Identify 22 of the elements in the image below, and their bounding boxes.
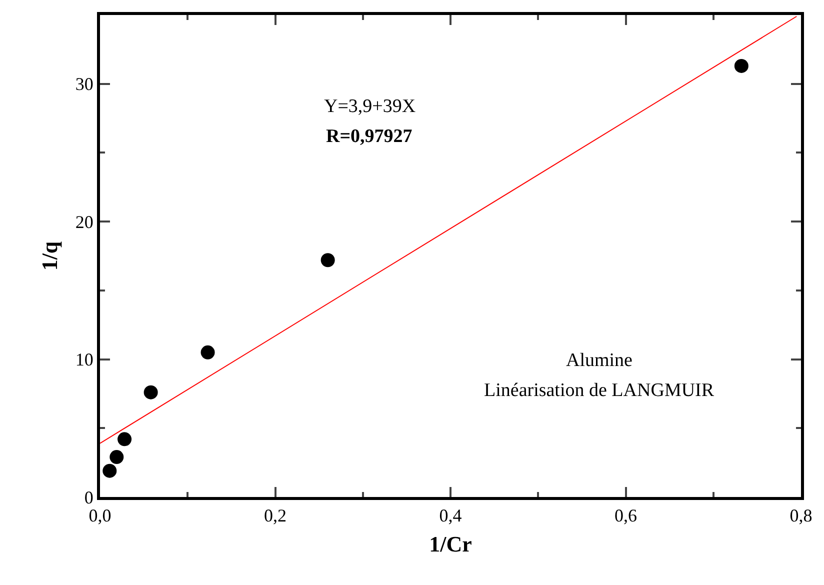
x-tick-label: 0,4 bbox=[439, 506, 462, 526]
x-tick-label: 0,6 bbox=[614, 506, 637, 526]
x-tick-label: 0,8 bbox=[790, 506, 812, 526]
x-tick-label: 0,2 bbox=[264, 506, 286, 526]
annotation: Alumine bbox=[566, 350, 632, 371]
point bbox=[734, 58, 748, 73]
annotation: Linéarisation de LANGMUIR bbox=[484, 380, 714, 401]
point bbox=[200, 345, 215, 360]
annotation: R=0,97927 bbox=[326, 126, 413, 147]
y-tick-label: 20 bbox=[75, 212, 94, 232]
annotation: Y=3,9+39X bbox=[324, 96, 416, 117]
point bbox=[118, 432, 132, 446]
point bbox=[102, 464, 117, 478]
x-tick-label: 0,0 bbox=[88, 506, 112, 526]
y-tick-label: 0 bbox=[84, 487, 94, 508]
x-axis-title: 1/Cr bbox=[429, 532, 472, 556]
y-tick-label: 30 bbox=[75, 74, 94, 94]
point bbox=[320, 253, 335, 268]
point bbox=[110, 450, 124, 464]
point bbox=[144, 385, 158, 400]
y-tick-label: 10 bbox=[75, 350, 94, 370]
y-axis-title: 1/q bbox=[37, 240, 62, 271]
